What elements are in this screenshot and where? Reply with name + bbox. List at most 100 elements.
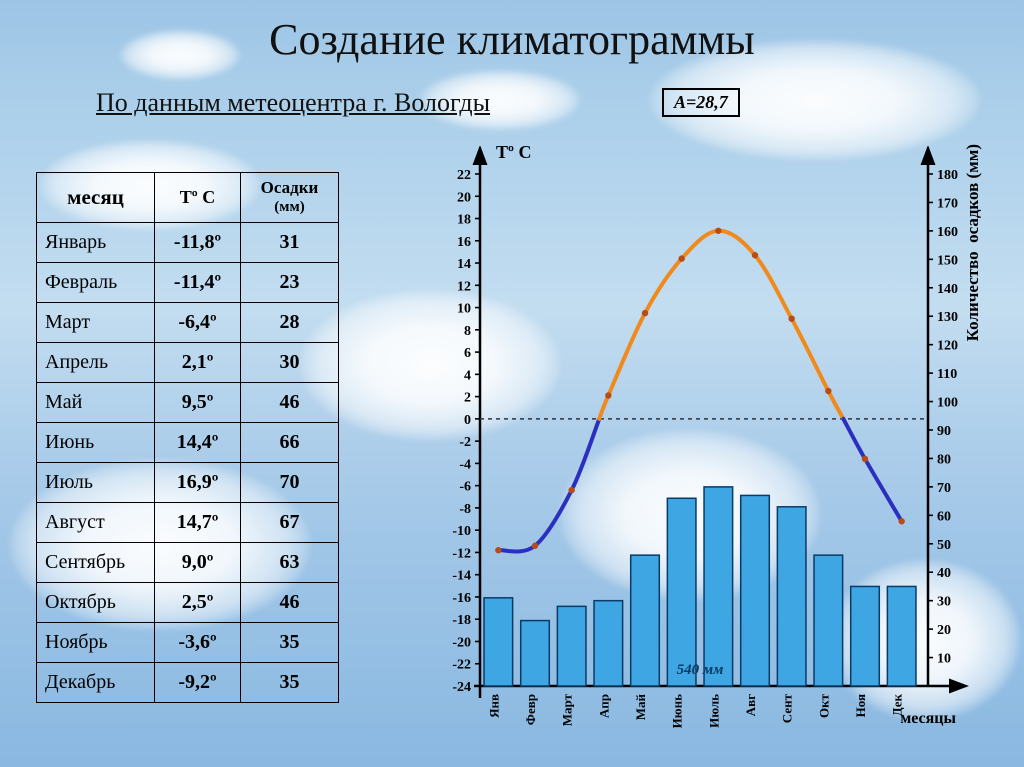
table-row: Декабрь-9,2º35	[37, 662, 339, 702]
cell-precip: 30	[241, 342, 339, 382]
cell-temp: 16,9º	[155, 462, 241, 502]
svg-text:120: 120	[937, 339, 958, 354]
svg-text:Февр: Февр	[523, 694, 538, 725]
svg-text:-22: -22	[452, 658, 471, 673]
col-month: месяц	[37, 173, 155, 223]
svg-text:-12: -12	[452, 546, 471, 561]
svg-text:-8: -8	[459, 502, 471, 517]
svg-text:140: 140	[937, 282, 958, 297]
svg-text:-2: -2	[459, 435, 471, 450]
cell-precip: 66	[241, 422, 339, 462]
svg-text:180: 180	[937, 168, 958, 183]
svg-text:Авг: Авг	[743, 694, 758, 716]
svg-text:90: 90	[937, 424, 951, 439]
svg-text:Апр: Апр	[596, 694, 611, 718]
col-temp: Тº С	[155, 173, 241, 223]
cell-temp: -6,4º	[155, 302, 241, 342]
cell-month: Сентябрь	[37, 542, 155, 582]
svg-text:-24: -24	[452, 680, 471, 695]
cell-precip: 70	[241, 462, 339, 502]
cell-month: Январь	[37, 222, 155, 262]
svg-text:100: 100	[937, 396, 958, 411]
svg-text:10: 10	[457, 302, 471, 317]
cell-temp: 9,0º	[155, 542, 241, 582]
svg-text:Окт: Окт	[816, 693, 831, 718]
svg-text:-20: -20	[452, 635, 471, 650]
svg-text:Май: Май	[633, 693, 648, 720]
svg-text:4: 4	[464, 368, 471, 383]
page-title: Создание климатограммы	[0, 14, 1024, 65]
table-row: Июль16,9º70	[37, 462, 339, 502]
temp-axis-label: Тº С	[496, 142, 531, 163]
svg-text:30: 30	[937, 595, 951, 610]
cell-precip: 28	[241, 302, 339, 342]
cell-temp: 9,5º	[155, 382, 241, 422]
cell-precip: 35	[241, 662, 339, 702]
svg-text:40: 40	[937, 566, 951, 581]
svg-text:Янв: Янв	[486, 694, 501, 718]
svg-text:170: 170	[937, 196, 958, 211]
cell-precip: 67	[241, 502, 339, 542]
cell-month: Март	[37, 302, 155, 342]
x-axis-label: месяцы	[900, 710, 956, 728]
cell-month: Август	[37, 502, 155, 542]
svg-text:18: 18	[457, 213, 471, 228]
svg-text:540 мм: 540 мм	[677, 662, 724, 678]
cell-month: Февраль	[37, 262, 155, 302]
cell-precip: 46	[241, 582, 339, 622]
svg-text:130: 130	[937, 310, 958, 325]
svg-text:-6: -6	[459, 480, 471, 495]
svg-text:150: 150	[937, 253, 958, 268]
cell-precip: 23	[241, 262, 339, 302]
table-row: Март-6,4º28	[37, 302, 339, 342]
svg-text:14: 14	[457, 257, 471, 272]
cell-month: Апрель	[37, 342, 155, 382]
table-row: Июнь14,4º66	[37, 422, 339, 462]
svg-text:Июнь: Июнь	[670, 694, 685, 729]
svg-text:60: 60	[937, 509, 951, 524]
svg-text:10: 10	[937, 652, 951, 667]
cell-temp: -9,2º	[155, 662, 241, 702]
cell-temp: 2,1º	[155, 342, 241, 382]
precip-axis-label: Количество осадков (мм)	[964, 144, 982, 341]
svg-text:Ноя: Ноя	[853, 694, 868, 717]
cell-precip: 63	[241, 542, 339, 582]
cell-temp: -11,8º	[155, 222, 241, 262]
svg-text:20: 20	[937, 623, 951, 638]
svg-text:-10: -10	[452, 524, 471, 539]
svg-text:6: 6	[464, 346, 471, 361]
svg-text:2: 2	[464, 391, 471, 406]
climograph-svg: 2220181614121086420-2-4-6-8-10-12-14-16-…	[400, 146, 1000, 746]
svg-text:50: 50	[937, 538, 951, 553]
cell-precip: 35	[241, 622, 339, 662]
cell-temp: -11,4º	[155, 262, 241, 302]
svg-text:16: 16	[457, 235, 471, 250]
table-row: Май9,5º46	[37, 382, 339, 422]
svg-text:Март: Март	[560, 693, 575, 726]
cell-temp: -3,6º	[155, 622, 241, 662]
svg-text:-14: -14	[452, 569, 471, 584]
amplitude-box: А=28,7	[662, 88, 740, 117]
svg-text:8: 8	[464, 324, 471, 339]
svg-text:-18: -18	[452, 613, 471, 628]
cell-month: Октябрь	[37, 582, 155, 622]
svg-text:160: 160	[937, 225, 958, 240]
subtitle: По данным метеоцентра г. Вологды	[96, 88, 490, 118]
cell-month: Июль	[37, 462, 155, 502]
svg-text:110: 110	[937, 367, 957, 382]
table-row: Октябрь2,5º46	[37, 582, 339, 622]
cell-month: Ноябрь	[37, 622, 155, 662]
svg-text:80: 80	[937, 452, 951, 467]
svg-text:22: 22	[457, 168, 471, 183]
svg-text:Сент: Сент	[780, 693, 795, 723]
cell-month: Июнь	[37, 422, 155, 462]
col-precip: Осадки (мм)	[241, 173, 339, 223]
cell-month: Декабрь	[37, 662, 155, 702]
svg-text:20: 20	[457, 190, 471, 205]
svg-text:12: 12	[457, 279, 471, 294]
svg-text:-4: -4	[459, 457, 471, 472]
cell-temp: 14,4º	[155, 422, 241, 462]
climograph: Тº С Количество осадков (мм) месяцы 2220…	[400, 146, 1000, 746]
cell-temp: 2,5º	[155, 582, 241, 622]
svg-text:Июль: Июль	[706, 694, 721, 728]
